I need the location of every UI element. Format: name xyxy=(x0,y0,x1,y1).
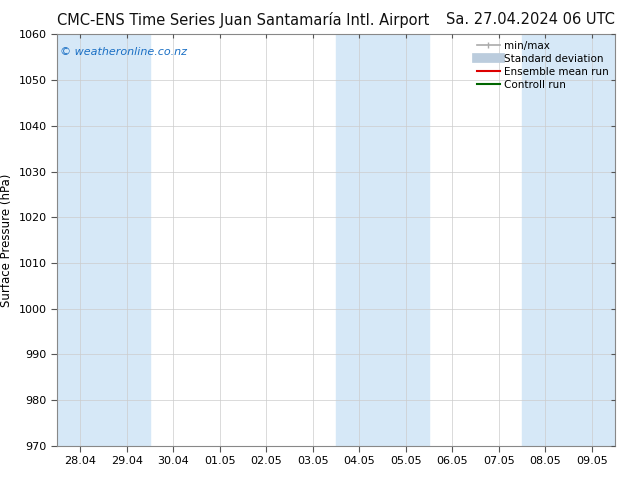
Text: CMC-ENS Time Series Juan Santamaría Intl. Airport: CMC-ENS Time Series Juan Santamaría Intl… xyxy=(57,12,429,28)
Bar xyxy=(336,34,429,446)
Text: Sa. 27.04.2024 06 UTC: Sa. 27.04.2024 06 UTC xyxy=(446,12,615,27)
Y-axis label: Surface Pressure (hPa): Surface Pressure (hPa) xyxy=(0,173,13,307)
Bar xyxy=(57,34,150,446)
Text: © weatheronline.co.nz: © weatheronline.co.nz xyxy=(60,47,187,57)
Bar xyxy=(522,34,615,446)
Legend: min/max, Standard deviation, Ensemble mean run, Controll run: min/max, Standard deviation, Ensemble me… xyxy=(473,36,613,94)
